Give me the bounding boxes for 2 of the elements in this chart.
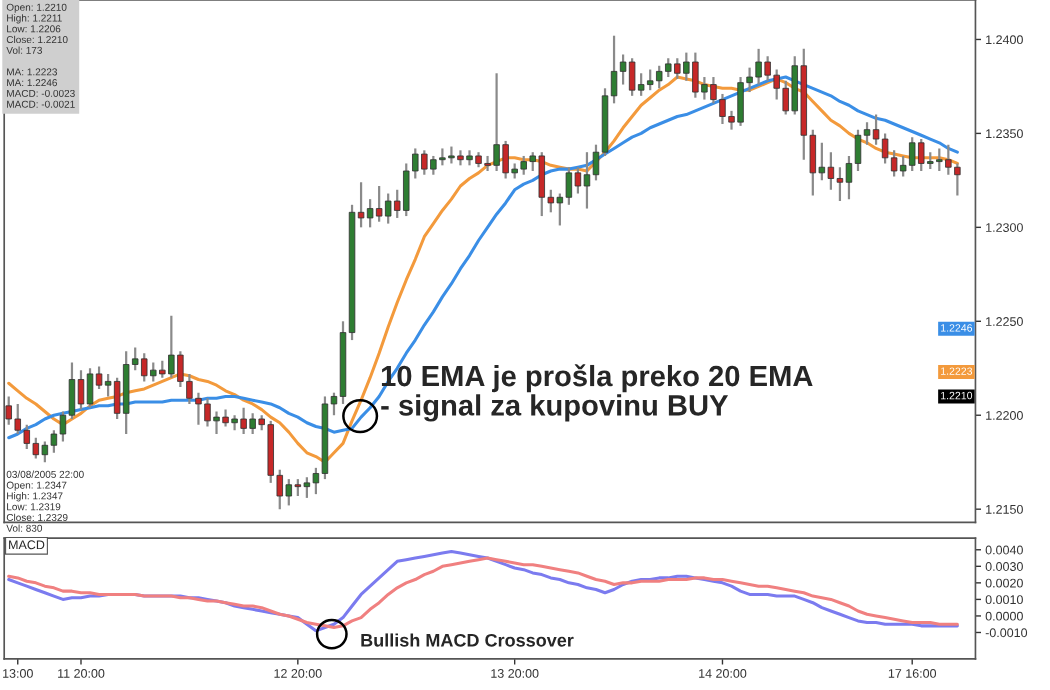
candlestick [77,369,85,411]
annotation: Bullish MACD Crossover [361,633,574,647]
